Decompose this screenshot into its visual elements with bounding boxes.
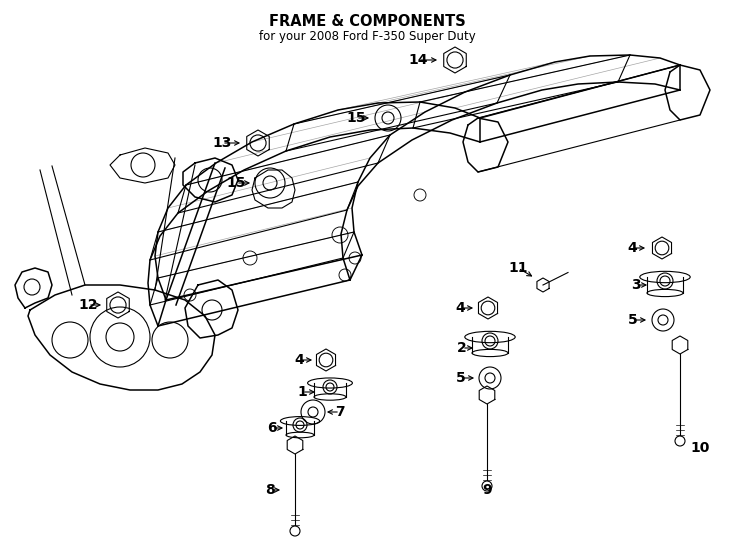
Text: 3: 3 [631,278,641,292]
Text: 11: 11 [508,261,528,275]
Text: 2: 2 [457,341,467,355]
Text: 14: 14 [408,53,428,67]
Text: FRAME & COMPONENTS: FRAME & COMPONENTS [269,14,465,29]
Text: 9: 9 [482,483,492,497]
Text: 8: 8 [265,483,275,497]
Text: 7: 7 [335,405,345,419]
Text: 4: 4 [627,241,637,255]
Text: 12: 12 [79,298,98,312]
Text: 4: 4 [294,353,304,367]
Text: 10: 10 [690,441,710,455]
Text: 1: 1 [297,385,307,399]
Text: 15: 15 [346,111,366,125]
Text: 6: 6 [267,421,277,435]
Text: 15: 15 [226,176,246,190]
Text: 4: 4 [455,301,465,315]
Text: for your 2008 Ford F-350 Super Duty: for your 2008 Ford F-350 Super Duty [258,30,476,43]
Text: 5: 5 [456,371,466,385]
Text: 13: 13 [212,136,232,150]
Text: 5: 5 [628,313,638,327]
